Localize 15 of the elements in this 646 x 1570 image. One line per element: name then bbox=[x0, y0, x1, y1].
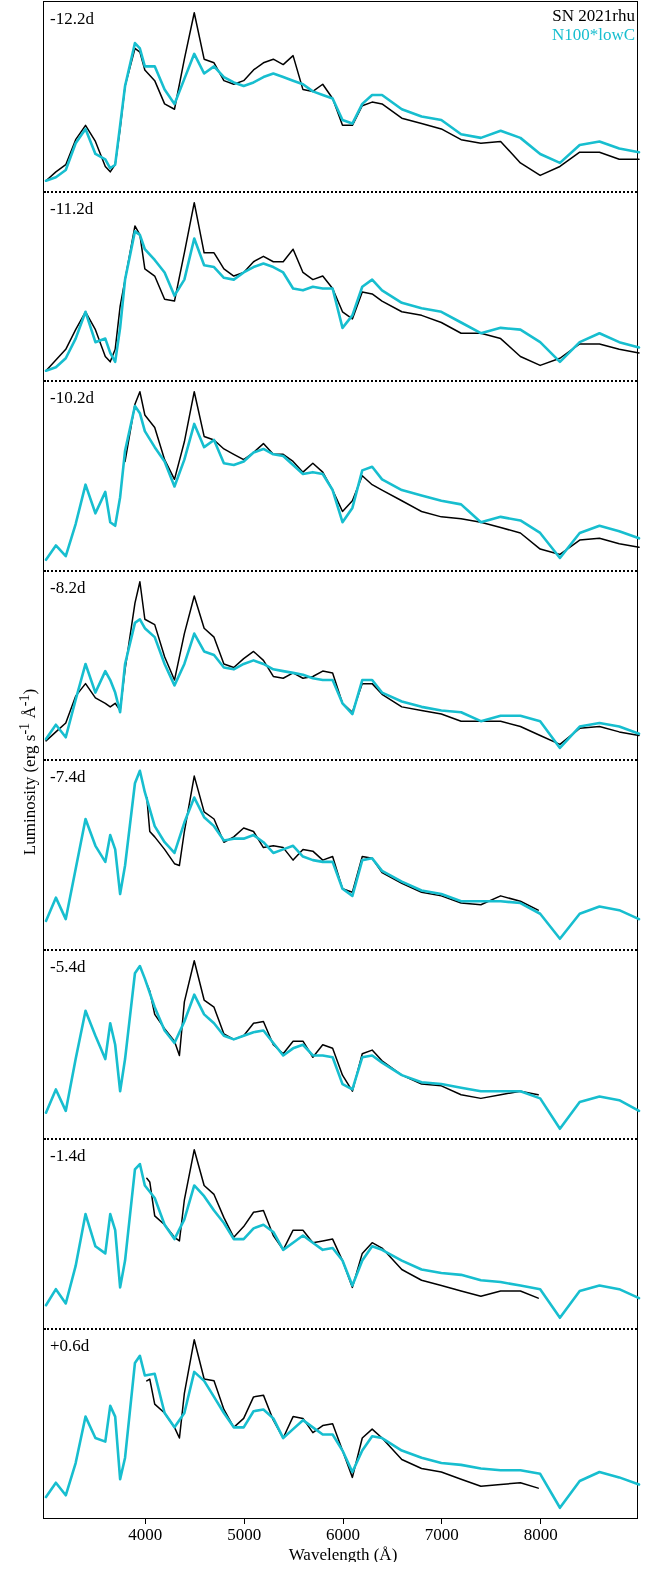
annotation: +0.6d bbox=[50, 1335, 90, 1355]
annotation: -1.4d bbox=[50, 1146, 86, 1165]
text: SN 2021rhu bbox=[552, 6, 636, 25]
annotation: -5.4d bbox=[50, 956, 86, 976]
annotation: -7.4d bbox=[50, 767, 86, 786]
annotation: -8.2d bbox=[50, 577, 86, 597]
annotation: -12.2d bbox=[50, 9, 95, 28]
x-tick-label: 6000 bbox=[326, 1524, 360, 1544]
x-tick-label: 5000 bbox=[227, 1524, 262, 1544]
x-tick-label: 8000 bbox=[523, 1524, 558, 1544]
annotation: -10.2d bbox=[50, 388, 95, 407]
x-tick-label: 4000 bbox=[128, 1524, 163, 1544]
annotation: -11.2d bbox=[50, 198, 94, 218]
x-tick-label: 7000 bbox=[424, 1524, 459, 1544]
text: N100*lowC bbox=[551, 25, 635, 44]
